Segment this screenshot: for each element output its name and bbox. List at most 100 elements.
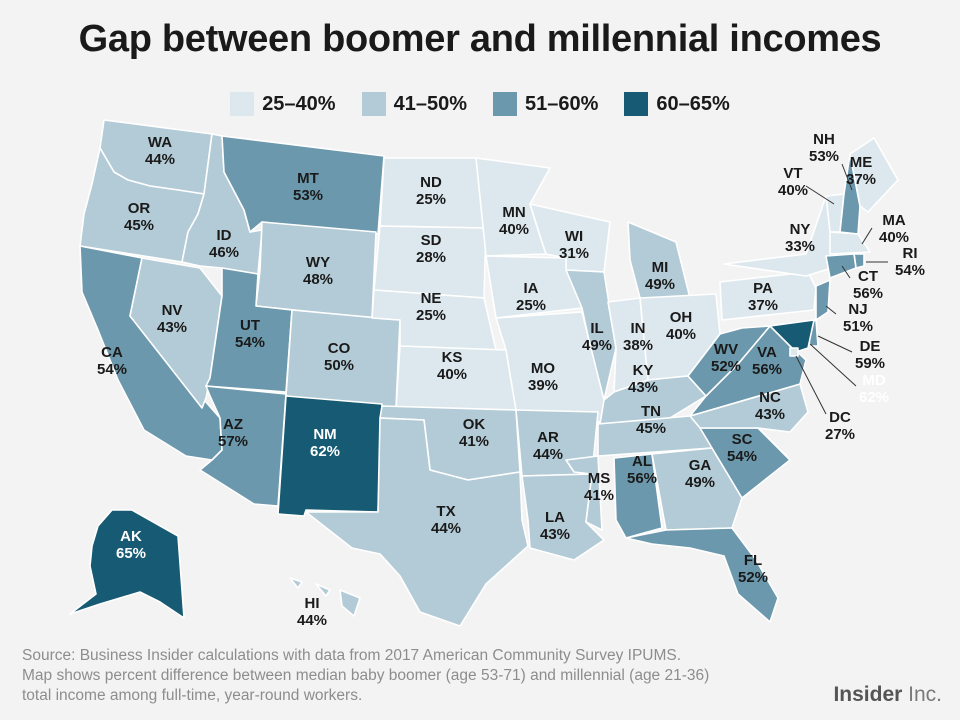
brand-suffix: Inc. — [902, 683, 942, 706]
state-value-tn: 45% — [636, 420, 666, 437]
state-label-nh: NH — [813, 131, 835, 148]
source-line-2: total income among full-time, year-round… — [22, 687, 363, 704]
state-label-hi: HI — [305, 595, 320, 612]
state-label-wv: WV — [714, 341, 738, 358]
state-md — [769, 319, 815, 353]
state-label-ri: RI — [903, 245, 918, 262]
state-value-dc: 27% — [825, 426, 855, 443]
state-label-pa: PA — [753, 280, 773, 297]
state-label-mi: MI — [652, 259, 669, 276]
state-ms — [565, 455, 603, 531]
state-value-va: 56% — [752, 361, 782, 378]
state-label-wy: WY — [306, 254, 330, 271]
state-label-ia: IA — [524, 280, 539, 297]
state-value-ca: 54% — [97, 361, 127, 378]
state-ma — [829, 231, 871, 255]
state-value-ky: 43% — [628, 379, 658, 396]
state-label-va: VA — [757, 344, 777, 361]
state-value-vt: 40% — [778, 182, 808, 199]
state-me — [849, 137, 899, 213]
state-nj — [815, 279, 831, 321]
state-value-al: 56% — [627, 470, 657, 487]
state-value-co: 50% — [324, 357, 354, 374]
state-label-mo: MO — [531, 360, 555, 377]
leader-line-dc — [795, 355, 827, 415]
state-label-nv: NV — [162, 302, 183, 319]
state-label-ut: UT — [240, 317, 260, 334]
state-value-wy: 48% — [303, 271, 333, 288]
state-value-hi: 44% — [297, 612, 327, 629]
state-label-ct: CT — [858, 268, 878, 285]
state-label-nm: NM — [313, 426, 336, 443]
state-value-fl: 52% — [738, 569, 768, 586]
state-value-nd: 25% — [416, 191, 446, 208]
legend-swatch-2 — [493, 92, 517, 116]
state-value-md: 62% — [859, 389, 889, 406]
state-tx — [305, 417, 529, 627]
legend-item-3: 60–65% — [624, 92, 730, 116]
legend: 25–40% 41–50% 51–60% 60–65% — [0, 92, 960, 116]
state-label-id: ID — [217, 227, 232, 244]
state-value-mi: 49% — [645, 276, 675, 293]
state-value-sd: 28% — [416, 249, 446, 266]
state-label-de: DE — [860, 338, 881, 355]
state-label-fl: FL — [744, 552, 762, 569]
state-value-pa: 37% — [748, 297, 778, 314]
state-label-al: AL — [632, 453, 652, 470]
state-value-ne: 25% — [416, 307, 446, 324]
legend-label-1: 41–50% — [393, 92, 467, 115]
state-label-nd: ND — [420, 174, 442, 191]
state-label-ca: CA — [101, 344, 123, 361]
state-fl — [625, 527, 779, 623]
state-ct — [825, 253, 857, 279]
state-label-az: AZ — [223, 416, 243, 433]
state-dc — [789, 347, 799, 357]
leader-line-nj — [825, 305, 837, 315]
state-label-ne: NE — [421, 290, 442, 307]
legend-swatch-0 — [230, 92, 255, 116]
state-value-az: 57% — [218, 433, 248, 450]
state-label-mt: MT — [297, 170, 319, 187]
brand-logo: Insider Inc. — [833, 683, 942, 707]
state-value-mt: 53% — [293, 187, 323, 204]
leader-line-vt — [805, 185, 835, 205]
source-line-1: Map shows percent difference between med… — [22, 667, 710, 684]
state-nh — [839, 153, 861, 235]
brand-name: Insider — [833, 683, 903, 706]
state-label-il: IL — [590, 320, 603, 337]
state-label-ga: GA — [689, 457, 712, 474]
state-value-nh: 53% — [809, 148, 839, 165]
state-value-me: 37% — [846, 171, 876, 188]
state-label-or: OR — [128, 200, 151, 217]
state-label-ma: MA — [882, 212, 905, 229]
state-ga — [651, 447, 743, 531]
state-label-vt: VT — [783, 165, 802, 182]
state-label-ky: KY — [633, 362, 654, 379]
leader-line-nh — [841, 163, 853, 191]
legend-swatch-3 — [624, 92, 649, 116]
legend-label-2: 51–60% — [525, 92, 599, 115]
state-value-ok: 41% — [459, 433, 489, 450]
source-line-0: Source: Business Insider calculations wi… — [22, 647, 682, 664]
state-label-in: IN — [631, 320, 646, 337]
state-value-tx: 44% — [431, 520, 461, 537]
state-label-ok: OK — [463, 416, 486, 433]
state-value-de: 59% — [855, 355, 885, 372]
state-al — [613, 453, 663, 539]
state-label-dc: DC — [829, 409, 851, 426]
leader-line-ct — [841, 265, 851, 279]
map-title: Gap between boomer and millennial income… — [78, 18, 882, 60]
state-value-nm: 62% — [310, 443, 340, 460]
state-label-ny: NY — [790, 221, 811, 238]
state-label-sc: SC — [732, 431, 753, 448]
state-wi — [529, 203, 611, 273]
state-value-ar: 44% — [533, 446, 563, 463]
legend-swatch-1 — [361, 92, 386, 116]
state-label-nj: NJ — [848, 301, 867, 318]
state-label-md: MD — [862, 372, 885, 389]
legend-label-0: 25–40% — [262, 92, 336, 115]
state-label-wi: WI — [565, 228, 583, 245]
legend-label-3: 60–65% — [656, 92, 730, 115]
state-label-tx: TX — [436, 503, 455, 520]
state-label-ak: AK — [120, 528, 142, 545]
